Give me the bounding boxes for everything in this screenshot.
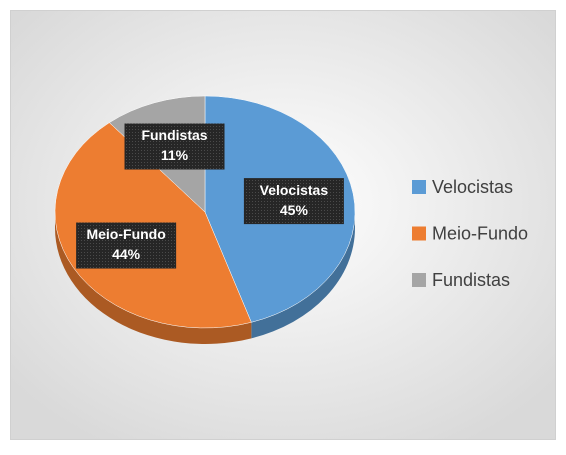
label-name: Meio-Fundo [86, 226, 165, 242]
label-value: 44% [112, 246, 141, 262]
label-value: 45% [280, 202, 309, 218]
slice-side [54, 212, 252, 345]
legend: Velocistas Meio-Fundo Fundistas [412, 177, 528, 290]
label-box [124, 123, 225, 170]
label-value: 11% [161, 147, 189, 163]
legend-swatch [412, 180, 426, 194]
label-box [76, 222, 177, 269]
legend-swatch [412, 226, 426, 241]
data-label: Fundistas 11% [124, 123, 225, 170]
label-box [243, 178, 344, 225]
legend-label: Fundistas [432, 270, 510, 290]
legend-swatch [412, 273, 426, 287]
data-label: Velocistas 45% [243, 178, 344, 225]
legend-label: Meio-Fundo [432, 223, 528, 243]
slice-side [251, 212, 355, 339]
label-name: Velocistas [260, 182, 329, 198]
data-labels: Velocistas 45% Meio-Fundo 44% Fundistas 11% [76, 123, 344, 269]
legend-label: Velocistas [432, 177, 513, 197]
data-label: Meio-Fundo 44% [76, 222, 177, 269]
label-name: Fundistas [141, 127, 207, 143]
